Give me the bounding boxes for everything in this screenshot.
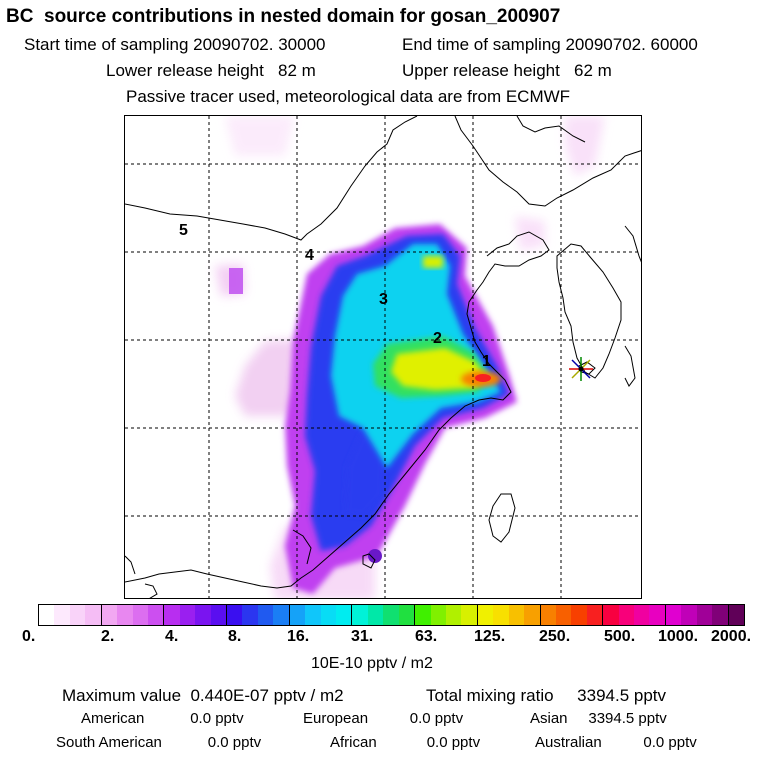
colorbar-swatch: [210, 605, 228, 625]
colorbar-swatch: [445, 605, 462, 625]
colorbar-swatch: [398, 605, 416, 625]
colorbar-swatch: [39, 605, 55, 625]
colorbar-swatch: [147, 605, 165, 625]
maximum-value-label: Maximum value 0.440E-07 pptv / m2: [62, 686, 344, 705]
colorbar-tick-label: 4.: [165, 628, 179, 645]
colorbar-units: 10E-10 pptv / m2: [311, 655, 433, 672]
colorbar-swatch: [305, 605, 321, 625]
colorbar-swatch: [164, 605, 180, 625]
australian-contribution: Australian 0.0 pptv: [535, 734, 697, 751]
colorbar-swatch: [415, 605, 431, 625]
colorbar-tick-label: 31.: [351, 628, 374, 645]
colorbar-tick-label: 250.: [539, 628, 571, 645]
colorbar-swatch: [665, 605, 682, 625]
colorbar-swatch: [493, 605, 509, 625]
colorbar-swatch: [320, 605, 337, 625]
african-contribution: African 0.0 pptv: [330, 734, 481, 751]
colorbar-swatch: [586, 605, 604, 625]
colorbar-swatch: [477, 605, 494, 625]
colorbar-tick-label: 16.: [287, 628, 310, 645]
colorbar-swatch: [571, 605, 587, 625]
colorbar-tick-label: 2.: [101, 628, 115, 645]
colorbar-swatch: [289, 605, 306, 625]
region-label-3: 3: [379, 291, 388, 308]
lower-release-height-label: Lower release height 82 m: [106, 61, 316, 80]
colorbar-swatch: [634, 605, 650, 625]
colorbar-swatch: [85, 605, 102, 625]
colorbar-swatch: [352, 605, 368, 625]
colorbar-swatch: [618, 605, 635, 625]
colorbar-swatch: [257, 605, 274, 625]
colorbar-swatch: [649, 605, 666, 625]
colorbar-swatch: [367, 605, 384, 625]
colorbar: [38, 604, 745, 626]
colorbar-tick-label: 2000.: [711, 628, 752, 645]
colorbar-swatch: [383, 605, 399, 625]
tracer-note: Passive tracer used, meteorological data…: [126, 87, 571, 106]
coastlines: [125, 116, 641, 598]
region-label-2: 2: [433, 330, 442, 347]
colorbar-tick-label: 63.: [415, 628, 438, 645]
start-time-label: Start time of sampling 20090702. 30000: [24, 35, 326, 54]
region-label-1: 1: [482, 353, 491, 370]
map-canvas: 1 2 3 4 5: [125, 116, 641, 598]
total-mixing-ratio-label: Total mixing ratio 3394.5 pptv: [426, 686, 667, 705]
concentration-field: [215, 116, 605, 598]
colorbar-swatch: [681, 605, 697, 625]
colorbar-swatch: [603, 605, 619, 625]
european-contribution: European 0.0 pptv: [303, 710, 464, 727]
asian-contribution: Asian 3394.5 pptv: [530, 710, 667, 727]
upper-release-height-label: Upper release height 62 m: [402, 61, 612, 80]
colorbar-swatch: [179, 605, 196, 625]
south-american-contribution: South American 0.0 pptv: [56, 734, 262, 751]
star-icon: [569, 357, 593, 381]
colorbar-swatch: [430, 605, 446, 625]
colorbar-tick-label: 500.: [604, 628, 636, 645]
colorbar-swatch: [273, 605, 290, 625]
colorbar-swatch: [69, 605, 86, 625]
colorbar-swatch: [117, 605, 133, 625]
colorbar-tick-label: 1000.: [658, 628, 699, 645]
colorbar-tick-label: 0.: [22, 628, 36, 645]
map-title: BC source contributions in nested domain…: [6, 6, 561, 27]
colorbar-swatch: [540, 605, 556, 625]
colorbar-swatch: [508, 605, 525, 625]
colorbar-swatch: [461, 605, 478, 625]
colorbar-swatch: [227, 605, 243, 625]
colorbar-swatch: [728, 605, 744, 625]
colorbar-swatch: [195, 605, 211, 625]
end-time-label: End time of sampling 20090702. 60000: [402, 35, 698, 54]
lat-lon-grid: [125, 116, 641, 598]
colorbar-swatch: [696, 605, 713, 625]
colorbar-swatch: [336, 605, 353, 625]
american-contribution: American 0.0 pptv: [81, 710, 244, 727]
colorbar-swatch: [524, 605, 541, 625]
colorbar-swatch: [242, 605, 258, 625]
colorbar-swatch: [132, 605, 148, 625]
colorbar-swatch: [54, 605, 70, 625]
region-label-4: 4: [305, 247, 314, 264]
colorbar-swatch: [101, 605, 118, 625]
colorbar-swatch: [712, 605, 729, 625]
region-label-5: 5: [179, 222, 188, 239]
colorbar-tick-label: 8.: [228, 628, 242, 645]
colorbar-swatch: [555, 605, 572, 625]
contribution-map: 1 2 3 4 5: [124, 115, 642, 599]
colorbar-tick-label: 125.: [474, 628, 506, 645]
